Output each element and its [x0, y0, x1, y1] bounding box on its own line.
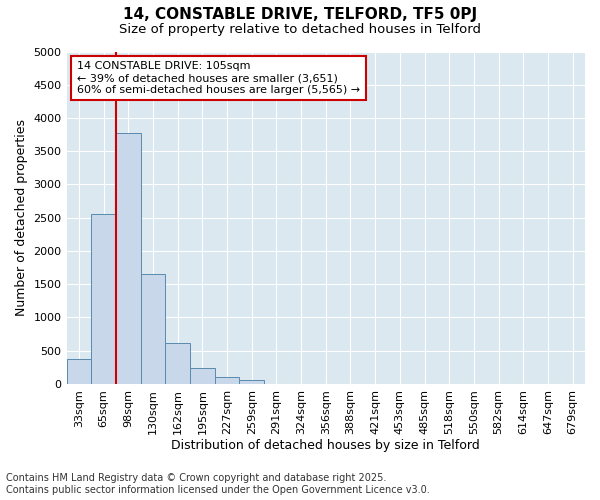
Bar: [165, 342, 190, 384]
Y-axis label: Number of detached properties: Number of detached properties: [15, 119, 28, 316]
Bar: [239, 380, 264, 384]
Bar: [215, 378, 239, 384]
X-axis label: Distribution of detached houses by size in Telford: Distribution of detached houses by size …: [172, 440, 480, 452]
Text: Contains HM Land Registry data © Crown copyright and database right 2025.
Contai: Contains HM Land Registry data © Crown c…: [6, 474, 430, 495]
Text: 14 CONSTABLE DRIVE: 105sqm
← 39% of detached houses are smaller (3,651)
60% of s: 14 CONSTABLE DRIVE: 105sqm ← 39% of deta…: [77, 62, 360, 94]
Bar: [67, 358, 91, 384]
Text: 14, CONSTABLE DRIVE, TELFORD, TF5 0PJ: 14, CONSTABLE DRIVE, TELFORD, TF5 0PJ: [123, 8, 477, 22]
Text: Size of property relative to detached houses in Telford: Size of property relative to detached ho…: [119, 22, 481, 36]
Bar: [190, 368, 215, 384]
Bar: [116, 132, 140, 384]
Bar: [91, 214, 116, 384]
Bar: [140, 274, 165, 384]
